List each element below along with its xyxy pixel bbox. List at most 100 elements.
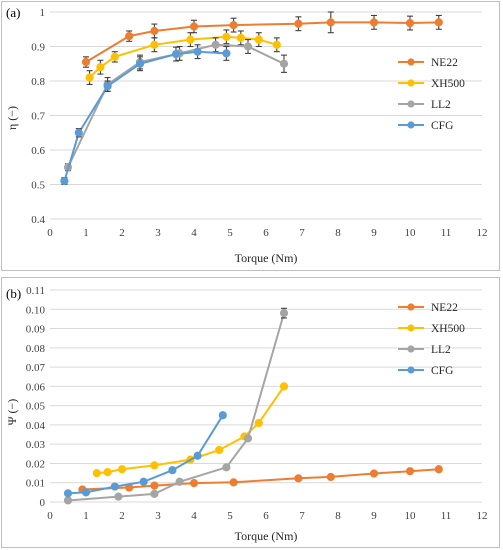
- legend-swatch-marker: [407, 79, 415, 87]
- data-point: [85, 73, 94, 82]
- legend-label: LL2: [431, 99, 451, 111]
- data-point: [81, 57, 91, 67]
- legend-label: LL2: [431, 344, 451, 356]
- data-point: [92, 468, 101, 478]
- y-tick-label: 0.05: [26, 401, 46, 413]
- series-ne22: [78, 465, 443, 494]
- legend-label: CFG: [431, 365, 453, 377]
- data-point: [135, 59, 145, 68]
- data-point: [81, 488, 91, 497]
- y-tick-label: 0.5: [31, 180, 45, 192]
- data-point: [63, 496, 73, 505]
- y-tick-label: 0: [40, 497, 46, 509]
- data-point: [96, 63, 105, 72]
- data-point: [369, 469, 379, 478]
- x-tick-label: 8: [335, 227, 341, 239]
- y-tick-label: 0.08: [26, 343, 46, 355]
- x-tick-label: 4: [191, 510, 197, 522]
- x-tick-label: 7: [299, 227, 305, 239]
- legend-swatch-marker: [407, 100, 415, 108]
- x-tick-label: 11: [441, 227, 452, 239]
- data-point: [243, 434, 253, 443]
- data-point: [150, 489, 159, 499]
- legend-label: XH500: [431, 323, 465, 335]
- data-point: [117, 465, 127, 474]
- data-point: [254, 35, 263, 44]
- legend-item-cfg: CFG: [398, 120, 453, 132]
- series-ll2: [63, 307, 289, 505]
- data-point: [63, 489, 73, 498]
- y-tick-label: 0.02: [26, 458, 45, 470]
- legend-item-xh500: XH500: [398, 78, 465, 90]
- data-point: [150, 481, 159, 490]
- panel-a-efficiency: (a) 0 1 2 3 4 5 6 7 8 9 10 11 12 0.40.50.60.70.80.91…: [1, 1, 500, 271]
- series-xh500: [85, 29, 281, 85]
- x-tick-label: 12: [477, 227, 488, 239]
- x-tick-label: 9: [371, 227, 377, 239]
- x-tick-label: 9: [371, 510, 377, 522]
- data-point: [229, 478, 238, 487]
- panel-a-x-axis-label: Torque (Nm): [235, 251, 298, 265]
- panel-b-x-axis-label: Torque (Nm): [235, 529, 298, 543]
- panel-a-frame: [1, 1, 500, 271]
- y-tick-label: 0.11: [26, 285, 45, 297]
- data-point: [294, 19, 303, 28]
- data-point: [326, 18, 335, 27]
- legend-item-xh500: XH500: [398, 323, 465, 335]
- legend-item-ne22: NE22: [398, 302, 458, 314]
- panel-b-label: (b): [6, 286, 21, 301]
- x-tick-label: 7: [299, 510, 305, 522]
- panel-b-frame: [1, 277, 500, 548]
- y-tick-label: 1: [40, 7, 46, 19]
- legend-swatch-marker: [407, 58, 415, 66]
- y-tick-label: 0.6: [31, 145, 45, 157]
- legend-swatch-marker: [407, 303, 415, 311]
- data-point: [222, 32, 231, 41]
- y-tick-label: 0.10: [26, 304, 46, 316]
- x-tick-label: 0: [47, 227, 53, 239]
- data-point: [186, 35, 195, 44]
- x-tick-label: 10: [405, 510, 417, 522]
- legend-label: NE22: [431, 302, 458, 314]
- panel-a-legend: NE22 XH500 LL2 CFG: [398, 57, 465, 132]
- data-point: [171, 49, 181, 59]
- data-point: [229, 21, 238, 30]
- panel-a-y-axis-label: η (−): [5, 106, 19, 130]
- data-point: [150, 40, 159, 49]
- legend-label: CFG: [431, 120, 453, 132]
- legend-item-ne22: NE22: [398, 57, 458, 69]
- data-point: [110, 482, 119, 491]
- x-tick-label: 1: [83, 227, 89, 239]
- y-tick-label: 0.8: [31, 76, 45, 88]
- x-tick-label: 6: [263, 510, 269, 522]
- x-tick-label: 3: [155, 227, 161, 239]
- data-point: [139, 477, 148, 486]
- data-point: [434, 18, 443, 27]
- data-point: [110, 52, 119, 61]
- x-tick-label: 2: [119, 510, 125, 522]
- legend-swatch-marker: [407, 324, 415, 332]
- data-point: [150, 26, 159, 36]
- panel-b-psi: (b) 0 1 2 3 4 5 6 7 8 9 10 11 12 00.010.020.030.040.…: [1, 277, 500, 548]
- y-tick-label: 0.09: [26, 324, 46, 336]
- data-point: [279, 382, 289, 391]
- y-tick-label: 0.06: [26, 381, 46, 393]
- panel-b-y-axis-label: Ψ (−): [5, 399, 19, 426]
- x-tick-label: 8: [335, 510, 341, 522]
- legend-swatch-marker: [407, 366, 415, 374]
- data-point: [369, 18, 379, 27]
- data-point: [193, 47, 202, 56]
- series-line: [82, 468, 439, 491]
- data-point: [193, 451, 202, 460]
- x-tick-label: 5: [227, 227, 233, 239]
- x-tick-label: 6: [263, 227, 269, 239]
- legend-item-cfg: CFG: [398, 365, 453, 377]
- series-line: [85, 21, 439, 63]
- panel-b-legend: NE22 XH500 LL2 CFG: [398, 302, 465, 377]
- legend-label: NE22: [431, 57, 458, 69]
- x-tick-label: 5: [227, 510, 233, 522]
- x-tick-label: 11: [441, 510, 452, 522]
- data-point: [189, 22, 199, 31]
- x-tick-label: 2: [119, 227, 125, 239]
